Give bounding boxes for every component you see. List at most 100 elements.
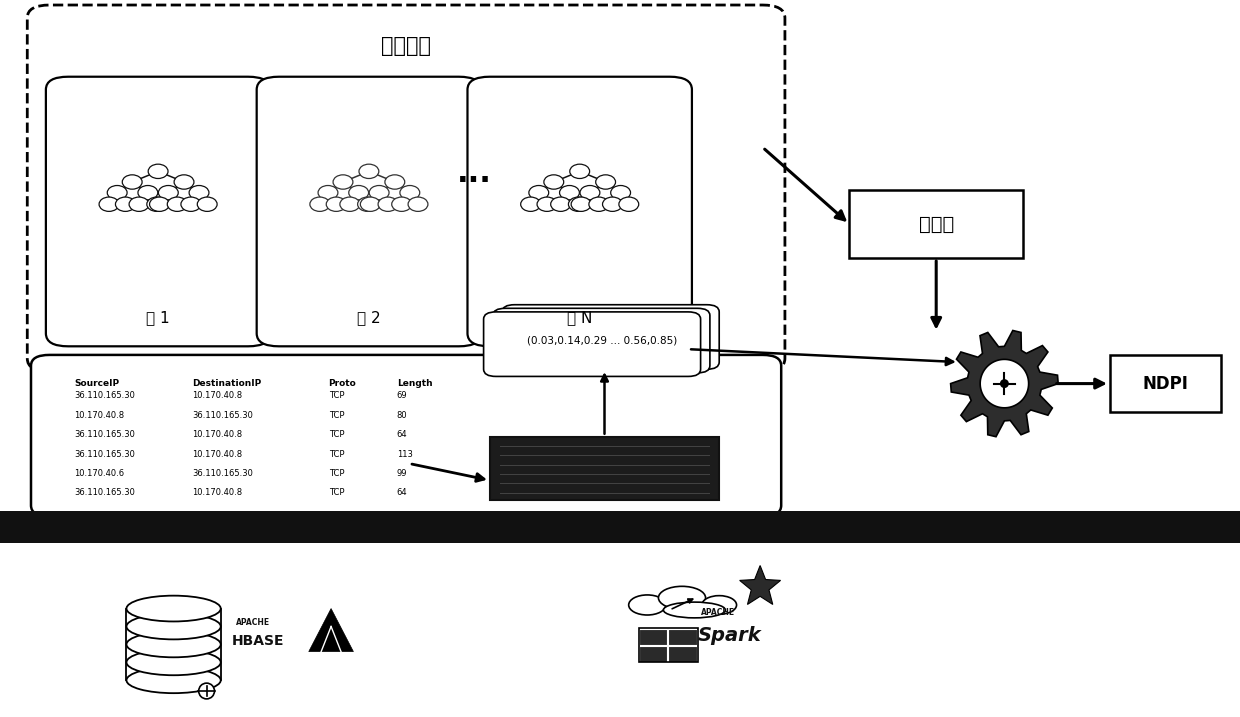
Text: DestinationIP: DestinationIP — [192, 379, 262, 388]
Text: 树 N: 树 N — [567, 310, 593, 325]
Text: ···: ··· — [456, 166, 492, 196]
Ellipse shape — [595, 175, 615, 189]
Text: (0.03,0.14,0.29 ... 0.56,0.85): (0.03,0.14,0.29 ... 0.56,0.85) — [527, 336, 677, 346]
Ellipse shape — [572, 197, 591, 212]
Text: SourceIP: SourceIP — [74, 379, 119, 388]
Text: 36.110.165.30: 36.110.165.30 — [74, 391, 135, 401]
Ellipse shape — [181, 197, 201, 212]
Text: Spark: Spark — [698, 627, 761, 645]
Ellipse shape — [629, 595, 666, 615]
Polygon shape — [951, 331, 1058, 437]
Text: Proto: Proto — [329, 379, 356, 388]
Polygon shape — [740, 566, 780, 604]
Text: 本发明: 本发明 — [919, 214, 954, 234]
Ellipse shape — [340, 197, 360, 212]
Ellipse shape — [149, 164, 167, 179]
Bar — [639, 629, 667, 645]
Text: TCP: TCP — [329, 430, 345, 440]
Ellipse shape — [361, 197, 381, 212]
Ellipse shape — [126, 650, 221, 675]
FancyBboxPatch shape — [27, 5, 785, 371]
Ellipse shape — [197, 197, 217, 212]
Text: TCP: TCP — [329, 450, 345, 459]
Bar — [849, 190, 1023, 258]
Ellipse shape — [408, 197, 428, 212]
Text: 10.170.40.8: 10.170.40.8 — [192, 488, 242, 498]
Text: APACHE: APACHE — [701, 607, 735, 617]
Ellipse shape — [357, 197, 377, 212]
Text: 64: 64 — [397, 488, 408, 498]
Text: 36.110.165.30: 36.110.165.30 — [192, 469, 253, 478]
Ellipse shape — [198, 683, 215, 699]
Ellipse shape — [126, 614, 221, 640]
Text: TCP: TCP — [329, 411, 345, 420]
Ellipse shape — [999, 379, 1009, 388]
Text: 113: 113 — [397, 450, 413, 459]
Text: 10.170.40.8: 10.170.40.8 — [192, 391, 242, 401]
FancyBboxPatch shape — [484, 312, 701, 376]
Ellipse shape — [399, 186, 419, 200]
Ellipse shape — [663, 602, 725, 618]
Ellipse shape — [392, 197, 412, 212]
Text: APACHE: APACHE — [236, 618, 270, 627]
Text: 80: 80 — [397, 411, 408, 420]
FancyBboxPatch shape — [257, 77, 481, 346]
Ellipse shape — [150, 197, 170, 212]
Ellipse shape — [537, 197, 557, 212]
Ellipse shape — [326, 197, 346, 212]
Ellipse shape — [334, 175, 353, 189]
Bar — [1110, 355, 1221, 412]
Ellipse shape — [528, 186, 548, 200]
Text: HBASE: HBASE — [232, 634, 284, 648]
Bar — [639, 646, 667, 663]
Text: Length: Length — [397, 379, 433, 388]
Text: 36.110.165.30: 36.110.165.30 — [192, 411, 253, 420]
Ellipse shape — [559, 186, 579, 200]
Bar — [639, 628, 698, 663]
Ellipse shape — [370, 186, 389, 200]
Ellipse shape — [146, 197, 166, 212]
Text: TCP: TCP — [329, 391, 345, 401]
Ellipse shape — [174, 175, 193, 189]
Text: 10.170.40.8: 10.170.40.8 — [192, 450, 242, 459]
Ellipse shape — [384, 175, 404, 189]
Ellipse shape — [167, 197, 187, 212]
Ellipse shape — [521, 197, 541, 212]
Ellipse shape — [99, 197, 119, 212]
Text: 99: 99 — [397, 469, 407, 478]
Ellipse shape — [310, 197, 330, 212]
Ellipse shape — [611, 186, 631, 200]
Text: 10.170.40.8: 10.170.40.8 — [74, 411, 124, 420]
Ellipse shape — [159, 186, 179, 200]
Ellipse shape — [126, 668, 221, 693]
Text: TCP: TCP — [329, 469, 345, 478]
Ellipse shape — [580, 186, 600, 200]
FancyBboxPatch shape — [467, 77, 692, 346]
Ellipse shape — [190, 186, 208, 200]
Ellipse shape — [589, 197, 609, 212]
Text: TCP: TCP — [329, 488, 345, 498]
Bar — [668, 629, 697, 645]
FancyBboxPatch shape — [46, 77, 270, 346]
Bar — [490, 437, 719, 500]
Ellipse shape — [619, 197, 639, 212]
Ellipse shape — [126, 632, 221, 657]
FancyBboxPatch shape — [31, 355, 781, 516]
Ellipse shape — [138, 186, 157, 200]
Text: 64: 64 — [397, 430, 408, 440]
Ellipse shape — [126, 596, 221, 622]
Polygon shape — [980, 359, 1029, 408]
Bar — [668, 646, 697, 663]
Text: 树 2: 树 2 — [357, 310, 381, 325]
Ellipse shape — [317, 186, 337, 200]
Text: 36.110.165.30: 36.110.165.30 — [74, 450, 135, 459]
Ellipse shape — [115, 197, 135, 212]
Ellipse shape — [378, 197, 398, 212]
Text: 36.110.165.30: 36.110.165.30 — [74, 488, 135, 498]
Ellipse shape — [702, 596, 737, 614]
Text: 10.170.40.8: 10.170.40.8 — [192, 430, 242, 440]
Ellipse shape — [544, 175, 564, 189]
Ellipse shape — [348, 186, 368, 200]
Text: 36.110.165.30: 36.110.165.30 — [74, 430, 135, 440]
Ellipse shape — [360, 164, 379, 179]
